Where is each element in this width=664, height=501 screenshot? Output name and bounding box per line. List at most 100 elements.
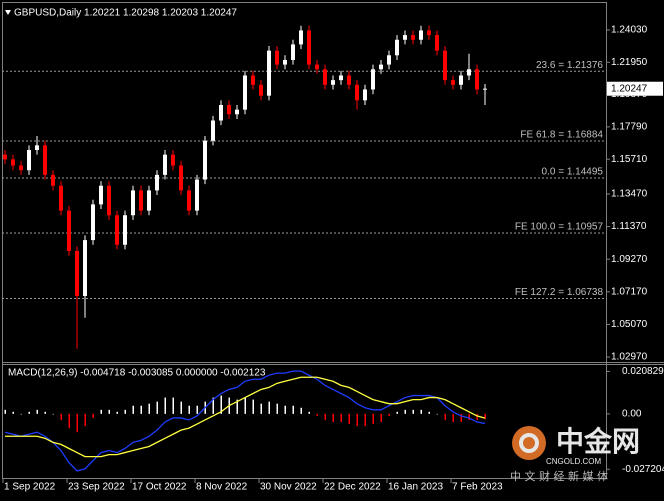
histogram-bar — [436, 413, 438, 415]
candle-body — [107, 185, 111, 216]
candle-body — [27, 150, 31, 171]
y-tick-label: 0.00 — [622, 409, 642, 420]
y-tick-label: 1.07170 — [611, 286, 648, 297]
indicator-title: MACD(12,26,9) -0.004718 -0.003085 0.0000… — [8, 368, 266, 379]
candle-body — [419, 30, 423, 40]
candle-body — [195, 179, 199, 211]
candle-body — [251, 75, 255, 85]
histogram-bar — [28, 411, 30, 414]
y-tick-label: 1.09270 — [611, 254, 648, 265]
macd-line — [4, 370, 486, 472]
histogram-bar — [276, 403, 278, 414]
signal-line — [5, 376, 486, 458]
histogram-bar — [140, 405, 142, 414]
candle-body — [219, 104, 223, 121]
fib-label: FE 127.2 = 1.06738 — [515, 287, 604, 298]
fib-label: 0.0 = 1.14495 — [542, 167, 604, 178]
histogram-bar — [220, 395, 222, 414]
histogram-bar — [404, 409, 406, 414]
histogram-bar — [148, 403, 150, 414]
price-box — [607, 81, 663, 96]
candle-body — [179, 165, 183, 191]
histogram-bar — [300, 407, 302, 414]
candle-body — [75, 250, 79, 296]
candle-body — [291, 44, 295, 60]
y-tick-label: 1.17790 — [611, 122, 648, 133]
candle-body — [147, 190, 151, 211]
candle-body — [59, 185, 63, 211]
histogram-bar — [364, 413, 366, 427]
menu-arrow[interactable] — [5, 10, 11, 15]
watermark-slogan: 中 文 财 经 新 媒 体 — [510, 469, 608, 483]
histogram-bar — [308, 411, 310, 414]
candle-body — [435, 35, 439, 51]
candle-body — [283, 59, 287, 65]
x-tick-label: 7 Feb 2023 — [452, 482, 503, 493]
histogram-bar — [188, 405, 190, 414]
candle-body — [227, 104, 231, 115]
candle-body — [123, 215, 127, 245]
candle-body — [299, 30, 303, 45]
candle-body — [155, 174, 159, 191]
histogram-bar — [460, 413, 462, 423]
candle-body — [451, 80, 455, 85]
candle-body — [363, 89, 367, 101]
candle-body — [115, 215, 119, 245]
candle-body — [139, 190, 143, 211]
logo-ring — [519, 433, 539, 453]
candle-body — [83, 240, 87, 296]
candle-body — [19, 165, 23, 171]
histogram-bar — [76, 413, 78, 433]
histogram-bar — [468, 413, 470, 420]
candle-body — [475, 69, 479, 90]
candle-body — [459, 75, 463, 85]
y-tick-label: 1.11370 — [611, 221, 647, 232]
candle-body — [243, 75, 247, 110]
chart-header: GBPUSD,Daily 1.20221 1.20298 1.20203 1.2… — [14, 8, 237, 19]
histogram-bar — [68, 413, 70, 429]
x-tick-label: 1 Sep 2022 — [4, 482, 56, 493]
fib-label: 23.6 = 1.21376 — [536, 60, 603, 71]
candle-body — [275, 50, 279, 65]
histogram-bar — [332, 413, 334, 423]
histogram-bar — [452, 413, 454, 423]
histogram-bar — [484, 413, 486, 420]
x-tick-label: 30 Nov 2022 — [260, 482, 317, 493]
candle-body — [427, 30, 431, 36]
x-tick-label: 17 Oct 2022 — [132, 482, 187, 493]
candle-body — [443, 50, 447, 81]
histogram-bar — [260, 403, 262, 414]
logo-circle — [512, 426, 546, 460]
histogram-bar — [36, 409, 38, 414]
candle-body — [355, 84, 359, 101]
candle-body — [347, 75, 351, 85]
candle-body — [3, 154, 7, 160]
histogram-bar — [388, 413, 390, 416]
histogram-bar — [100, 409, 102, 414]
candle-body — [67, 210, 71, 251]
candle-body — [339, 75, 343, 81]
candle-body — [483, 88, 487, 90]
candle-body — [331, 80, 335, 85]
histogram-bar — [324, 413, 326, 420]
histogram-bar — [244, 397, 246, 414]
candle-body — [259, 84, 263, 96]
histogram-bar — [236, 399, 238, 414]
candle-body — [323, 69, 327, 85]
candle-body — [307, 30, 311, 65]
price-label: 1.20247 — [611, 83, 648, 94]
frame — [2, 2, 607, 479]
x-tick-label: 23 Sep 2022 — [68, 482, 125, 493]
candle-body — [11, 159, 15, 166]
histogram-bar — [92, 413, 94, 418]
y-tick-label: 1.05070 — [611, 319, 648, 330]
histogram-bar — [268, 401, 270, 414]
y-tick-label: 1.02970 — [611, 352, 648, 363]
histogram-bar — [316, 413, 318, 416]
histogram-bar — [156, 401, 158, 414]
candle-body — [43, 145, 47, 175]
histogram-bar — [356, 413, 358, 427]
fib-label: FE 61.8 = 1.16884 — [520, 130, 603, 141]
candle-body — [91, 204, 95, 241]
